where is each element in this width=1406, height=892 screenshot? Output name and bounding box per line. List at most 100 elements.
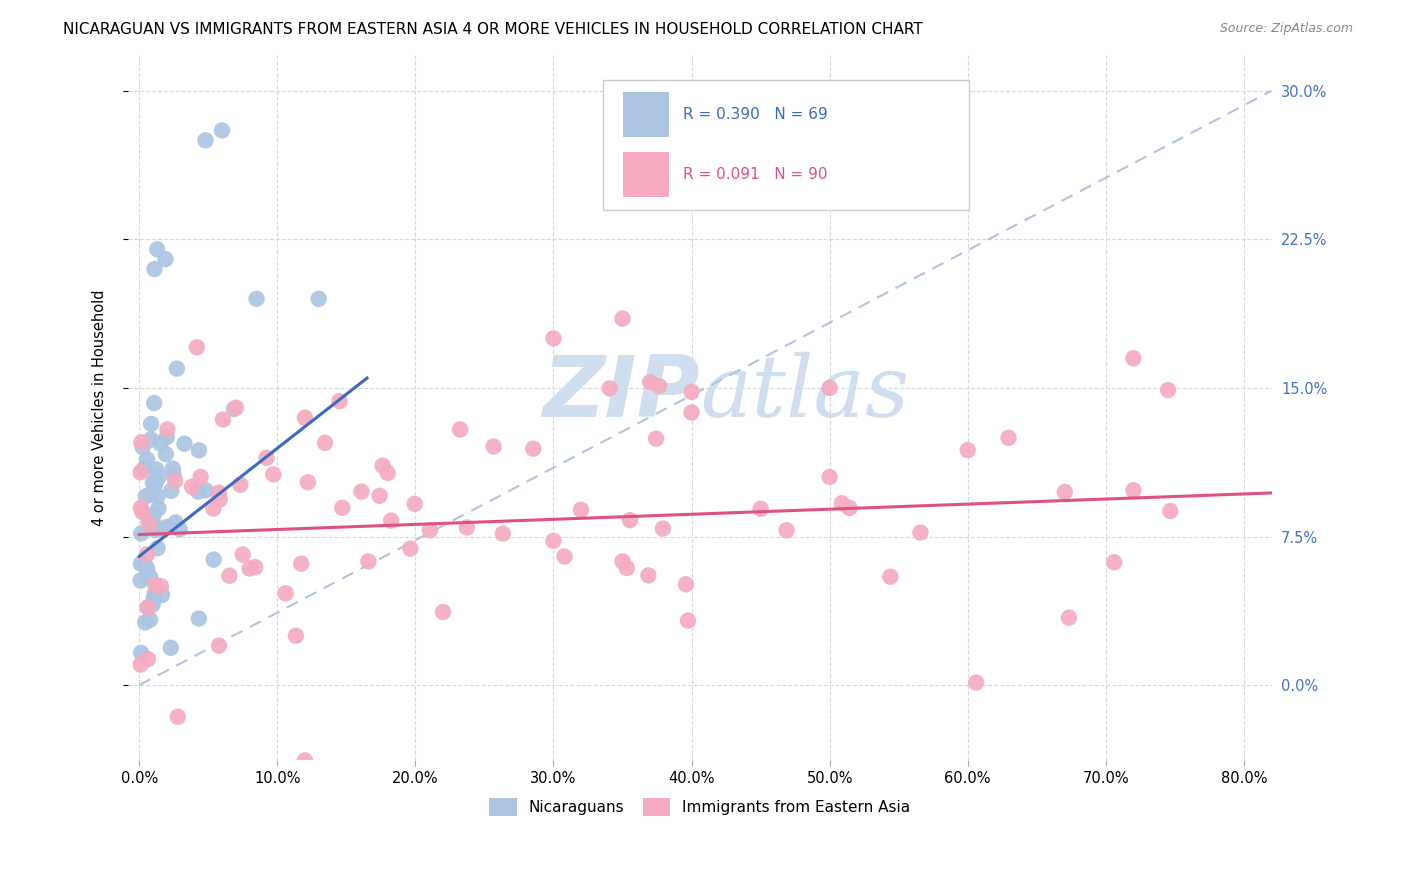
Point — [156, 430, 179, 444]
Point — [1159, 504, 1181, 518]
Point — [142, 508, 165, 523]
Text: R = 0.390   N = 69: R = 0.390 N = 69 — [683, 107, 828, 122]
Point — [637, 568, 659, 582]
Point — [1102, 555, 1125, 569]
Point — [818, 470, 841, 484]
Point — [681, 384, 703, 399]
Point — [297, 475, 319, 490]
Point — [187, 611, 209, 625]
Point — [194, 483, 217, 498]
Point — [136, 547, 159, 561]
Point — [482, 440, 505, 454]
Point — [142, 594, 165, 608]
Point — [165, 474, 187, 488]
Bar — [623, 152, 669, 197]
Point — [134, 558, 156, 572]
Point — [675, 577, 697, 591]
Point — [129, 500, 152, 515]
Point — [156, 520, 179, 534]
Point — [145, 520, 167, 534]
Point — [136, 600, 159, 615]
Point — [314, 435, 336, 450]
Point — [202, 501, 225, 516]
Point — [831, 496, 853, 510]
Point — [232, 548, 254, 562]
Point — [910, 525, 932, 540]
Point — [404, 497, 426, 511]
Point — [225, 401, 247, 415]
Point — [143, 591, 166, 605]
Point — [997, 431, 1019, 445]
Point — [543, 533, 565, 548]
Point — [208, 492, 231, 507]
Point — [284, 629, 307, 643]
Point — [150, 588, 173, 602]
Point — [129, 557, 152, 571]
Point — [136, 562, 159, 576]
Point — [143, 478, 166, 492]
Point — [145, 475, 167, 489]
Point — [134, 461, 156, 475]
Point — [368, 489, 391, 503]
Point — [163, 467, 186, 482]
Point — [245, 292, 267, 306]
Point — [146, 541, 169, 556]
Point — [1122, 351, 1144, 366]
Point — [648, 379, 671, 393]
Point — [965, 675, 987, 690]
Point — [838, 501, 860, 516]
Point — [139, 488, 162, 502]
Point — [186, 340, 208, 354]
Point — [143, 578, 166, 592]
Point — [419, 523, 441, 537]
Point — [256, 450, 278, 465]
Point — [143, 396, 166, 410]
Point — [136, 600, 159, 615]
Point — [156, 422, 179, 436]
Point — [129, 574, 152, 588]
Point — [155, 447, 177, 461]
Point — [148, 501, 170, 516]
Point — [166, 361, 188, 376]
Point — [129, 646, 152, 660]
Point — [638, 375, 661, 389]
Point — [134, 615, 156, 630]
Point — [139, 571, 162, 585]
Point — [218, 568, 240, 582]
Point — [1122, 483, 1144, 498]
Point — [145, 462, 167, 476]
Point — [569, 503, 592, 517]
Point — [181, 480, 204, 494]
Point — [131, 435, 153, 450]
Point — [1057, 611, 1080, 625]
Point — [599, 381, 621, 395]
Point — [190, 470, 212, 484]
Point — [159, 640, 181, 655]
Point — [371, 458, 394, 473]
Point — [129, 526, 152, 541]
Text: ZIP: ZIP — [543, 352, 700, 435]
Point — [879, 570, 901, 584]
Point — [146, 242, 169, 256]
Point — [138, 515, 160, 529]
Point — [243, 560, 266, 574]
Point — [676, 614, 699, 628]
Text: Source: ZipAtlas.com: Source: ZipAtlas.com — [1219, 22, 1353, 36]
Point — [294, 753, 316, 767]
Point — [956, 443, 979, 458]
Point — [148, 469, 170, 483]
Point — [749, 501, 772, 516]
Y-axis label: 4 or more Vehicles in Household: 4 or more Vehicles in Household — [93, 290, 107, 526]
Point — [290, 557, 312, 571]
Point — [129, 466, 152, 480]
Point — [308, 292, 330, 306]
Point — [1157, 383, 1180, 397]
Point — [619, 513, 641, 527]
Point — [553, 549, 575, 564]
Point — [208, 485, 231, 500]
FancyBboxPatch shape — [603, 79, 969, 211]
Point — [456, 520, 478, 534]
Point — [187, 443, 209, 458]
Point — [274, 586, 297, 600]
Point — [399, 541, 422, 556]
